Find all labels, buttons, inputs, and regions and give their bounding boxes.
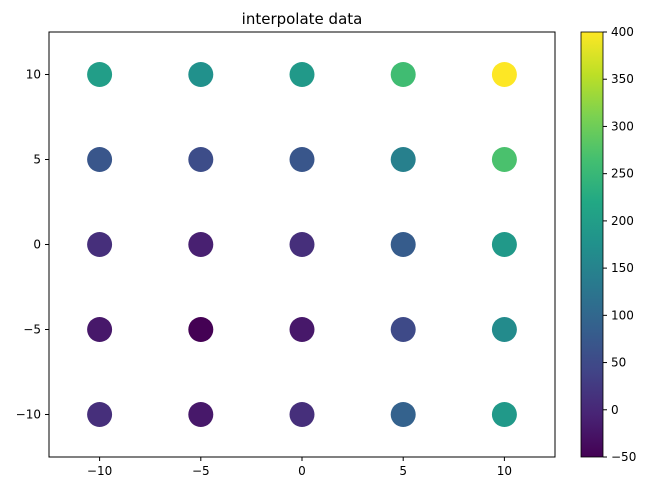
colorbar-tick-label: 200 [611, 214, 634, 228]
x-tick-label: −5 [192, 464, 210, 478]
data-point [390, 232, 416, 257]
data-point [289, 62, 315, 87]
data-point [289, 147, 315, 172]
x-tick-label: 0 [298, 464, 306, 478]
y-tick-label: −5 [23, 323, 41, 337]
colorbar-tick-label: 400 [611, 25, 634, 39]
colorbar-ticks: −50 0 50 100 150 200 250 300 350 400 [603, 25, 636, 464]
colorbar-tick-label: 0 [611, 403, 619, 417]
y-tick-label: 10 [26, 68, 41, 82]
data-point [491, 402, 517, 427]
data-point [188, 402, 214, 427]
chart-title: interpolate data [242, 10, 363, 28]
x-tick-label: 5 [399, 464, 407, 478]
points-layer [87, 62, 517, 427]
data-point [491, 62, 517, 87]
colorbar-tick-label: 100 [611, 308, 634, 322]
data-point [289, 317, 315, 342]
x-axis-ticks: −10 −5 0 5 10 [87, 457, 512, 478]
plot-area-frame [48, 31, 556, 458]
y-tick-label: 0 [33, 238, 41, 252]
data-point [87, 62, 113, 87]
data-point [188, 147, 214, 172]
colorbar-tick-label: 300 [611, 119, 634, 133]
data-point [390, 62, 416, 87]
y-tick-label: 5 [33, 153, 41, 167]
x-tick-label: −10 [87, 464, 112, 478]
colorbar [580, 31, 604, 458]
x-tick-label: 10 [497, 464, 512, 478]
data-point [491, 147, 517, 172]
data-point [87, 317, 113, 342]
colorbar-tick-label: 250 [611, 167, 634, 181]
colorbar-tick-label: 350 [611, 72, 634, 86]
colorbar-tick-label: 50 [611, 356, 626, 370]
colorbar-tick-label: −50 [611, 450, 636, 464]
data-point [390, 147, 416, 172]
data-point [289, 402, 315, 427]
y-axis-ticks: −10 −5 0 5 10 [16, 68, 49, 422]
colorbar-tick-label: 150 [611, 261, 634, 275]
data-point [188, 232, 214, 257]
data-point [87, 402, 113, 427]
y-tick-label: −10 [16, 408, 41, 422]
data-point [390, 402, 416, 427]
data-point [491, 232, 517, 257]
data-point [188, 317, 214, 342]
data-point [491, 317, 517, 342]
data-point [87, 232, 113, 257]
data-point [87, 147, 113, 172]
data-point [289, 232, 315, 257]
data-point [188, 62, 214, 87]
data-point [390, 317, 416, 342]
